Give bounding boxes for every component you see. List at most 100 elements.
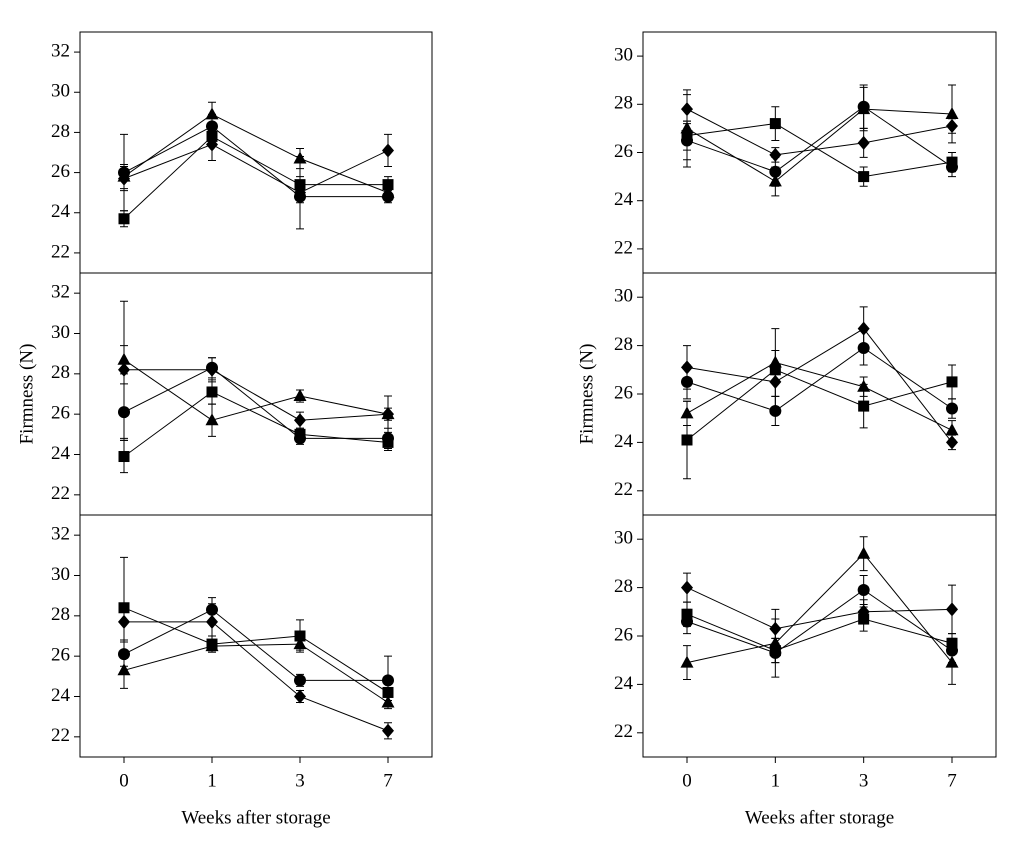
marker-square — [382, 436, 394, 448]
marker-square — [946, 376, 958, 388]
plot-frame — [79, 514, 433, 758]
plot-frame — [642, 514, 997, 758]
y-tick-label: 22 — [51, 241, 70, 262]
y-tick-label: 30 — [614, 286, 633, 307]
marker-diamond — [681, 580, 693, 595]
marker-diamond — [769, 147, 782, 162]
marker-square — [294, 428, 306, 440]
series-line — [686, 552, 953, 664]
y-tick-label: 32 — [51, 40, 70, 61]
y-tick-label: 22 — [614, 237, 633, 258]
marker-diamond — [382, 143, 394, 158]
y-tick-label: 24 — [614, 431, 634, 452]
y-tick-label: 26 — [51, 403, 70, 424]
x-tick-label: 3 — [295, 770, 305, 791]
marker-diamond — [946, 435, 958, 450]
y-tick-label: 28 — [51, 604, 70, 625]
marker-triangle — [381, 695, 395, 708]
series-line — [686, 106, 953, 173]
marker-triangle — [293, 389, 307, 402]
series-line — [686, 328, 953, 443]
marker-square — [118, 451, 130, 463]
marker-diamond — [769, 374, 782, 389]
marker-triangle — [768, 355, 782, 368]
marker-diamond — [946, 118, 958, 133]
y-tick-label: 30 — [614, 44, 633, 65]
marker-triangle — [768, 174, 782, 187]
x-tick-label: 3 — [859, 770, 869, 791]
marker-square — [118, 213, 130, 225]
marker-diamond — [946, 602, 958, 617]
y-tick-label: 28 — [51, 362, 70, 383]
y-tick-label: 24 — [614, 673, 634, 694]
series-line — [124, 621, 389, 732]
series-line — [123, 143, 389, 194]
series-line — [124, 369, 389, 421]
marker-square — [858, 171, 870, 183]
marker-diamond — [118, 362, 130, 377]
marker-square — [769, 118, 781, 130]
marker-diamond — [294, 413, 306, 428]
y-tick-label: 24 — [51, 685, 71, 706]
marker-triangle — [293, 637, 307, 650]
y-tick-label: 26 — [614, 382, 633, 403]
marker-diamond — [681, 360, 693, 375]
marker-diamond — [857, 321, 870, 336]
y-tick-label: 30 — [51, 564, 70, 585]
marker-triangle — [680, 121, 694, 134]
y-tick-label: 22 — [614, 721, 633, 742]
marker-triangle — [205, 107, 219, 120]
plot-frame — [642, 272, 997, 516]
marker-triangle — [857, 379, 871, 392]
marker-triangle — [680, 406, 694, 419]
x-tick-label: 7 — [947, 770, 957, 791]
y-tick-label: 26 — [614, 624, 633, 645]
series-line — [686, 123, 953, 178]
marker-triangle — [857, 102, 871, 115]
series-line — [123, 125, 388, 198]
marker-square — [382, 179, 394, 191]
marker-diamond — [769, 621, 782, 636]
y-tick-label: 24 — [614, 189, 634, 210]
y-axis-label: Firmness (N) — [16, 344, 37, 445]
series-line — [123, 607, 389, 693]
marker-diamond — [294, 689, 306, 704]
y-tick-label: 26 — [614, 141, 633, 162]
marker-triangle — [117, 663, 131, 676]
marker-triangle — [945, 423, 959, 436]
y-tick-label: 30 — [614, 528, 633, 549]
marker-diamond — [118, 614, 130, 629]
marker-square — [858, 400, 870, 412]
marker-triangle — [768, 636, 782, 649]
y-tick-label: 28 — [51, 121, 70, 142]
marker-circle — [294, 674, 306, 687]
marker-triangle — [205, 639, 219, 652]
y-tick-label: 24 — [51, 201, 71, 222]
plot-frame — [642, 31, 997, 274]
marker-diamond — [206, 137, 218, 152]
marker-diamond — [382, 407, 394, 422]
marker-diamond — [206, 614, 218, 629]
y-axis-label: Firmness (N) — [576, 344, 597, 445]
y-tick-label: 32 — [51, 524, 70, 545]
marker-square — [382, 686, 394, 698]
marker-triangle — [680, 655, 694, 668]
marker-diamond — [382, 723, 394, 738]
series-line — [123, 643, 389, 703]
series-line — [686, 589, 953, 654]
marker-square — [206, 386, 218, 398]
series-line — [686, 587, 953, 630]
y-tick-label: 28 — [614, 93, 633, 114]
series-line — [123, 391, 389, 457]
marker-triangle — [945, 106, 959, 119]
y-tick-label: 22 — [51, 725, 70, 746]
y-tick-label: 24 — [51, 443, 71, 464]
x-tick-label: 1 — [771, 770, 781, 791]
marker-diamond — [857, 604, 870, 619]
x-axis-label: Weeks after storage — [181, 807, 330, 828]
marker-triangle — [381, 185, 395, 198]
marker-square — [681, 434, 693, 446]
marker-diamond — [294, 185, 306, 200]
